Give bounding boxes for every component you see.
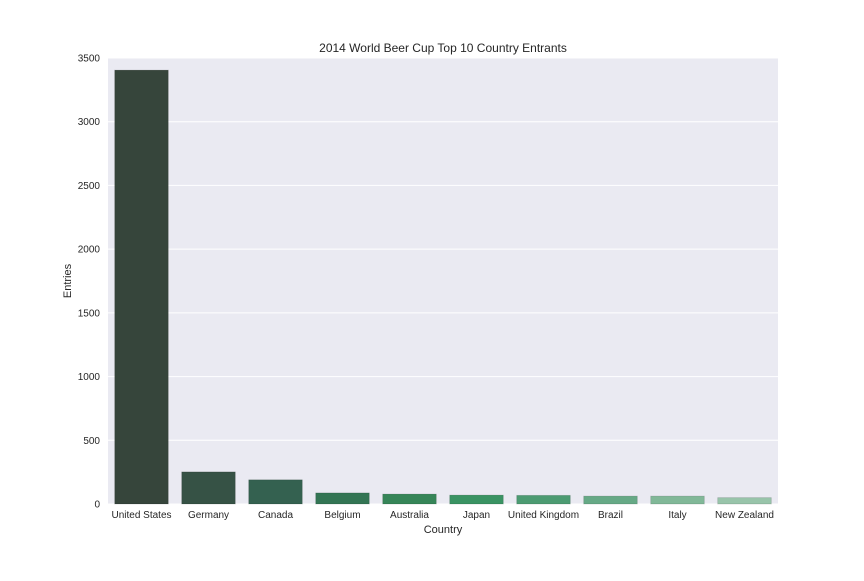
x-tick-label: Italy xyxy=(668,510,686,521)
bar xyxy=(181,471,236,505)
y-tick-label: 0 xyxy=(94,500,100,511)
bar xyxy=(315,492,370,505)
y-axis-label: Entries xyxy=(62,263,74,298)
bars xyxy=(114,69,772,505)
y-tick-label: 2000 xyxy=(78,245,101,256)
y-axis-ticks: 0 500 1000 1500 2000 2500 3000 3500 xyxy=(78,54,101,511)
x-tick-label: Belgium xyxy=(324,510,360,521)
x-tick-label: United States xyxy=(111,510,171,521)
y-tick-label: 1500 xyxy=(78,308,101,319)
y-tick-label: 500 xyxy=(83,436,100,447)
bar xyxy=(382,493,437,505)
bar xyxy=(449,494,504,505)
bar xyxy=(114,69,169,505)
x-tick-label: Germany xyxy=(188,510,229,521)
x-tick-label: Japan xyxy=(463,510,490,521)
y-tick-label: 1000 xyxy=(78,372,101,383)
bar xyxy=(650,495,705,505)
plot-background xyxy=(108,58,778,504)
chart-title: 2014 World Beer Cup Top 10 Country Entra… xyxy=(319,41,567,55)
bar xyxy=(516,494,571,505)
y-tick-label: 3000 xyxy=(78,117,101,128)
bar xyxy=(717,497,772,505)
x-tick-label: Australia xyxy=(390,510,429,521)
bar xyxy=(583,495,638,505)
x-tick-label: New Zealand xyxy=(715,510,774,521)
x-tick-label: United Kingdom xyxy=(508,510,579,521)
x-axis-ticks: United States Germany Canada Belgium Austral… xyxy=(111,510,773,521)
bar xyxy=(248,479,303,505)
x-axis-label: Country xyxy=(424,524,463,536)
gridlines xyxy=(108,57,778,505)
y-tick-label: 3500 xyxy=(78,54,101,65)
x-tick-label: Brazil xyxy=(598,510,623,521)
y-tick-label: 2500 xyxy=(78,181,101,192)
x-tick-label: Canada xyxy=(258,510,293,521)
